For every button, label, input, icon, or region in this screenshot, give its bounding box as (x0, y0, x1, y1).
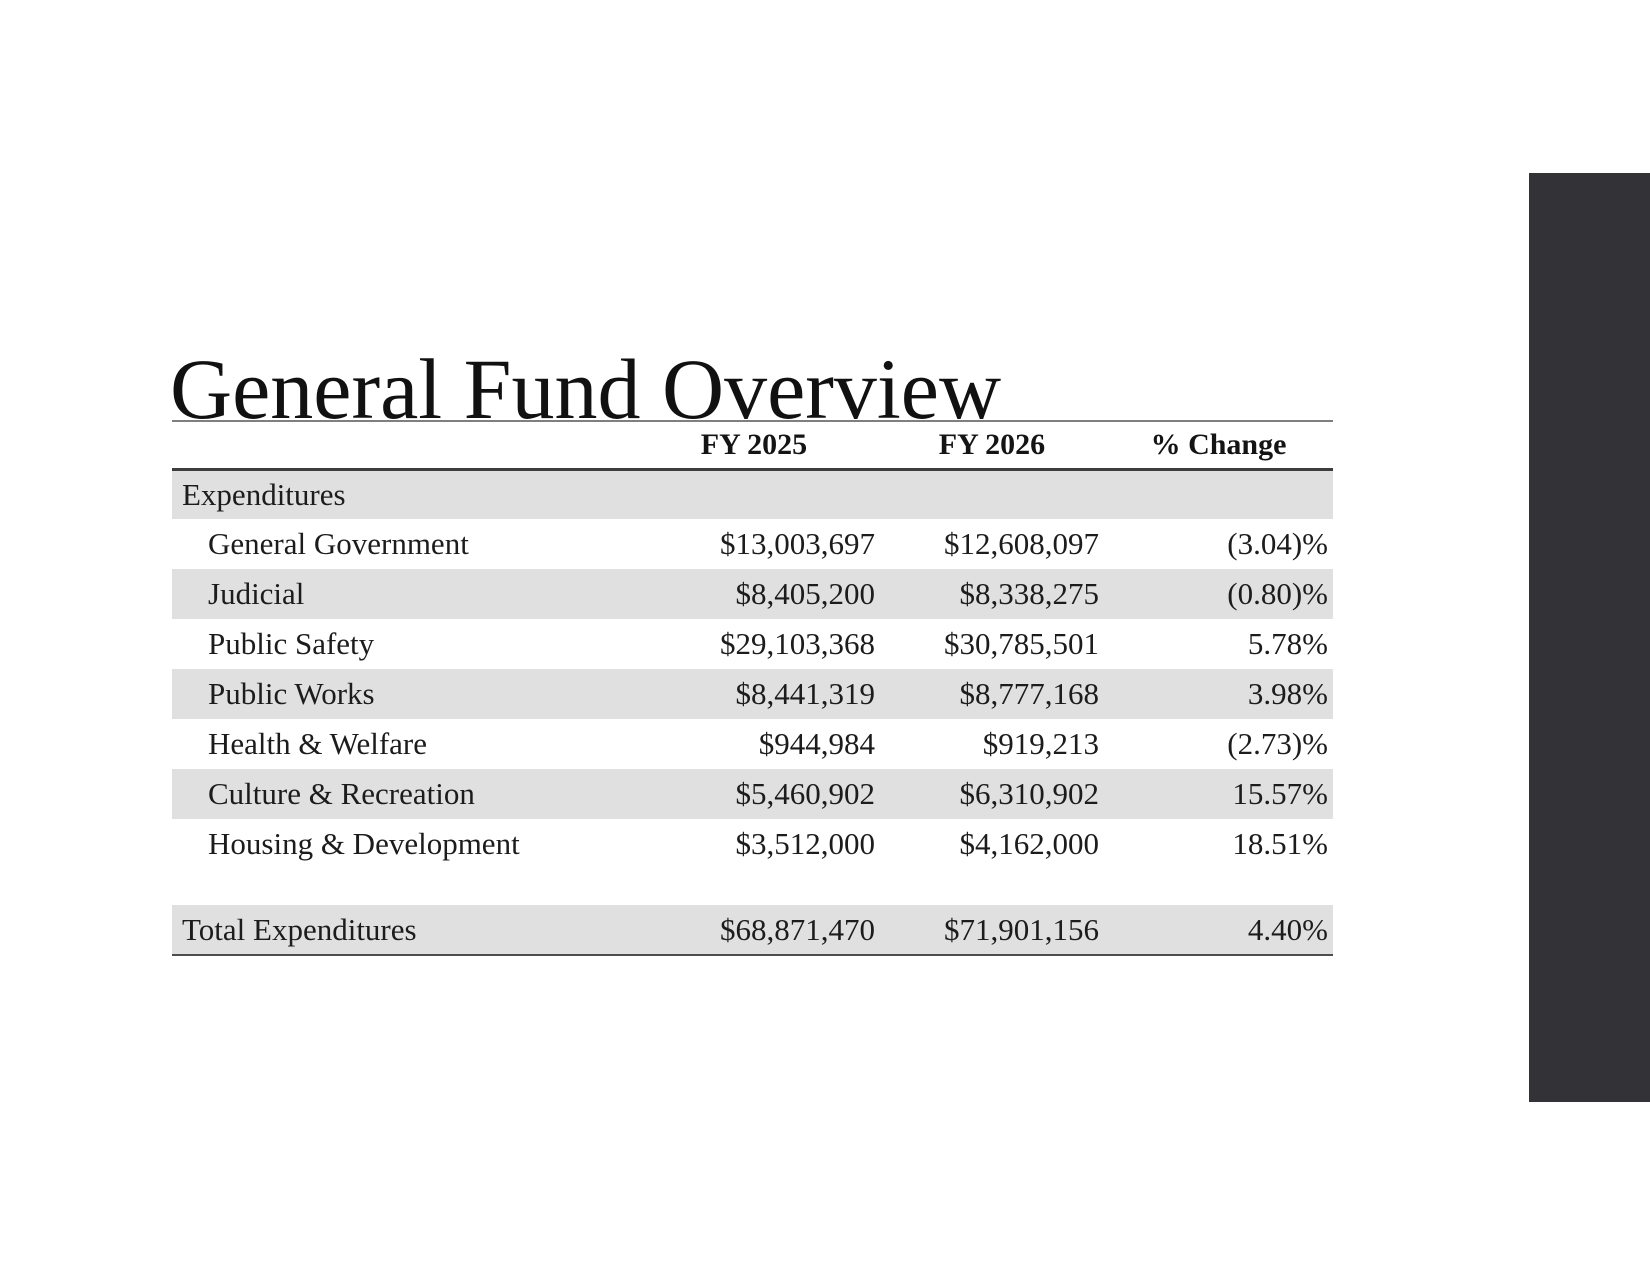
row-label: Culture & Recreation (208, 776, 475, 811)
row-fy2025-value: $68,871,470 (720, 911, 875, 947)
table-row: Public Safety $29,103,368 $30,785,501 5.78% (172, 619, 1333, 669)
row-label: Expenditures (182, 476, 346, 512)
table-row: Public Works $8,441,319 $8,777,168 3.98% (172, 669, 1333, 719)
table-row: Housing & Development $3,512,000 $4,162,00… (172, 819, 1333, 869)
row-fy2025-value (628, 469, 880, 519)
row-change-value: 5.78% (1247, 626, 1328, 661)
row-label: Total Expenditures (182, 911, 417, 947)
header-label-column (172, 421, 628, 469)
row-fy2026-value (880, 869, 1104, 905)
header-fy2025: FY 2025 (700, 427, 808, 461)
row-fy2026-value: $919,213 (982, 726, 1099, 761)
row-change-value: 15.57% (1232, 776, 1328, 811)
table-header: FY 2025 FY 2026 % Change (172, 421, 1333, 469)
row-fy2025-value: $8,441,319 (735, 676, 876, 711)
row-change-value (1104, 469, 1333, 519)
row-fy2025-value: $5,460,902 (735, 776, 876, 811)
row-label: Public Safety (208, 626, 375, 661)
row-change-value: (3.04)% (1227, 526, 1328, 561)
row-label: Health & Welfare (208, 726, 427, 761)
table-row: Expenditures (172, 469, 1333, 519)
row-fy2026-value: $4,162,000 (959, 826, 1100, 861)
header-row: FY 2025 FY 2026 % Change (172, 421, 1333, 469)
row-fy2026-value: $12,608,097 (944, 526, 1099, 561)
row-fy2025-value: $3,512,000 (735, 826, 876, 861)
budget-table-container: FY 2025 FY 2026 % Change Expenditures Gen… (172, 420, 1333, 956)
row-fy2025-value (628, 869, 880, 905)
header-percent-change: % Change (1150, 427, 1287, 461)
row-fy2025-value: $13,003,697 (720, 526, 875, 561)
table-row: Total Expenditures $68,871,470 $71,901,156… (172, 905, 1333, 955)
header-fy2026: FY 2026 (938, 427, 1046, 461)
accent-sidebar (1529, 173, 1650, 1102)
row-fy2026-value: $8,338,275 (959, 576, 1100, 611)
table-body: Expenditures General Government $13,003,69… (172, 469, 1333, 955)
row-label: General Government (208, 526, 469, 561)
row-fy2025-value: $944,984 (758, 726, 875, 761)
row-label: Public Works (208, 676, 375, 711)
table-row: Culture & Recreation $5,460,902 $6,310,902… (172, 769, 1333, 819)
row-fy2026-value: $71,901,156 (944, 911, 1099, 947)
row-fy2025-value: $29,103,368 (720, 626, 875, 661)
table-row: General Government $13,003,697 $12,608,097… (172, 519, 1333, 569)
row-label (172, 869, 628, 905)
page-title: General Fund Overview (170, 340, 1002, 437)
table-row: Judicial $8,405,200 $8,338,275 (0.80)% (172, 569, 1333, 619)
row-fy2026-value: $30,785,501 (944, 626, 1099, 661)
row-fy2025-value: $8,405,200 (735, 576, 876, 611)
row-change-value: 18.51% (1232, 826, 1328, 861)
row-fy2026-value (880, 469, 1104, 519)
row-fy2026-value: $6,310,902 (959, 776, 1100, 811)
table-row: Health & Welfare $944,984 $919,213 (2.73)% (172, 719, 1333, 769)
row-change-value (1104, 869, 1333, 905)
row-label: Judicial (208, 576, 305, 611)
row-fy2026-value: $8,777,168 (959, 676, 1100, 711)
row-change-value: 3.98% (1247, 676, 1328, 711)
row-change-value: 4.40% (1247, 911, 1328, 947)
general-fund-table: FY 2025 FY 2026 % Change Expenditures Gen… (172, 420, 1333, 956)
spacer-row (172, 869, 1333, 905)
row-label: Housing & Development (208, 826, 520, 861)
row-change-value: (2.73)% (1227, 726, 1328, 761)
row-change-value: (0.80)% (1227, 576, 1328, 611)
